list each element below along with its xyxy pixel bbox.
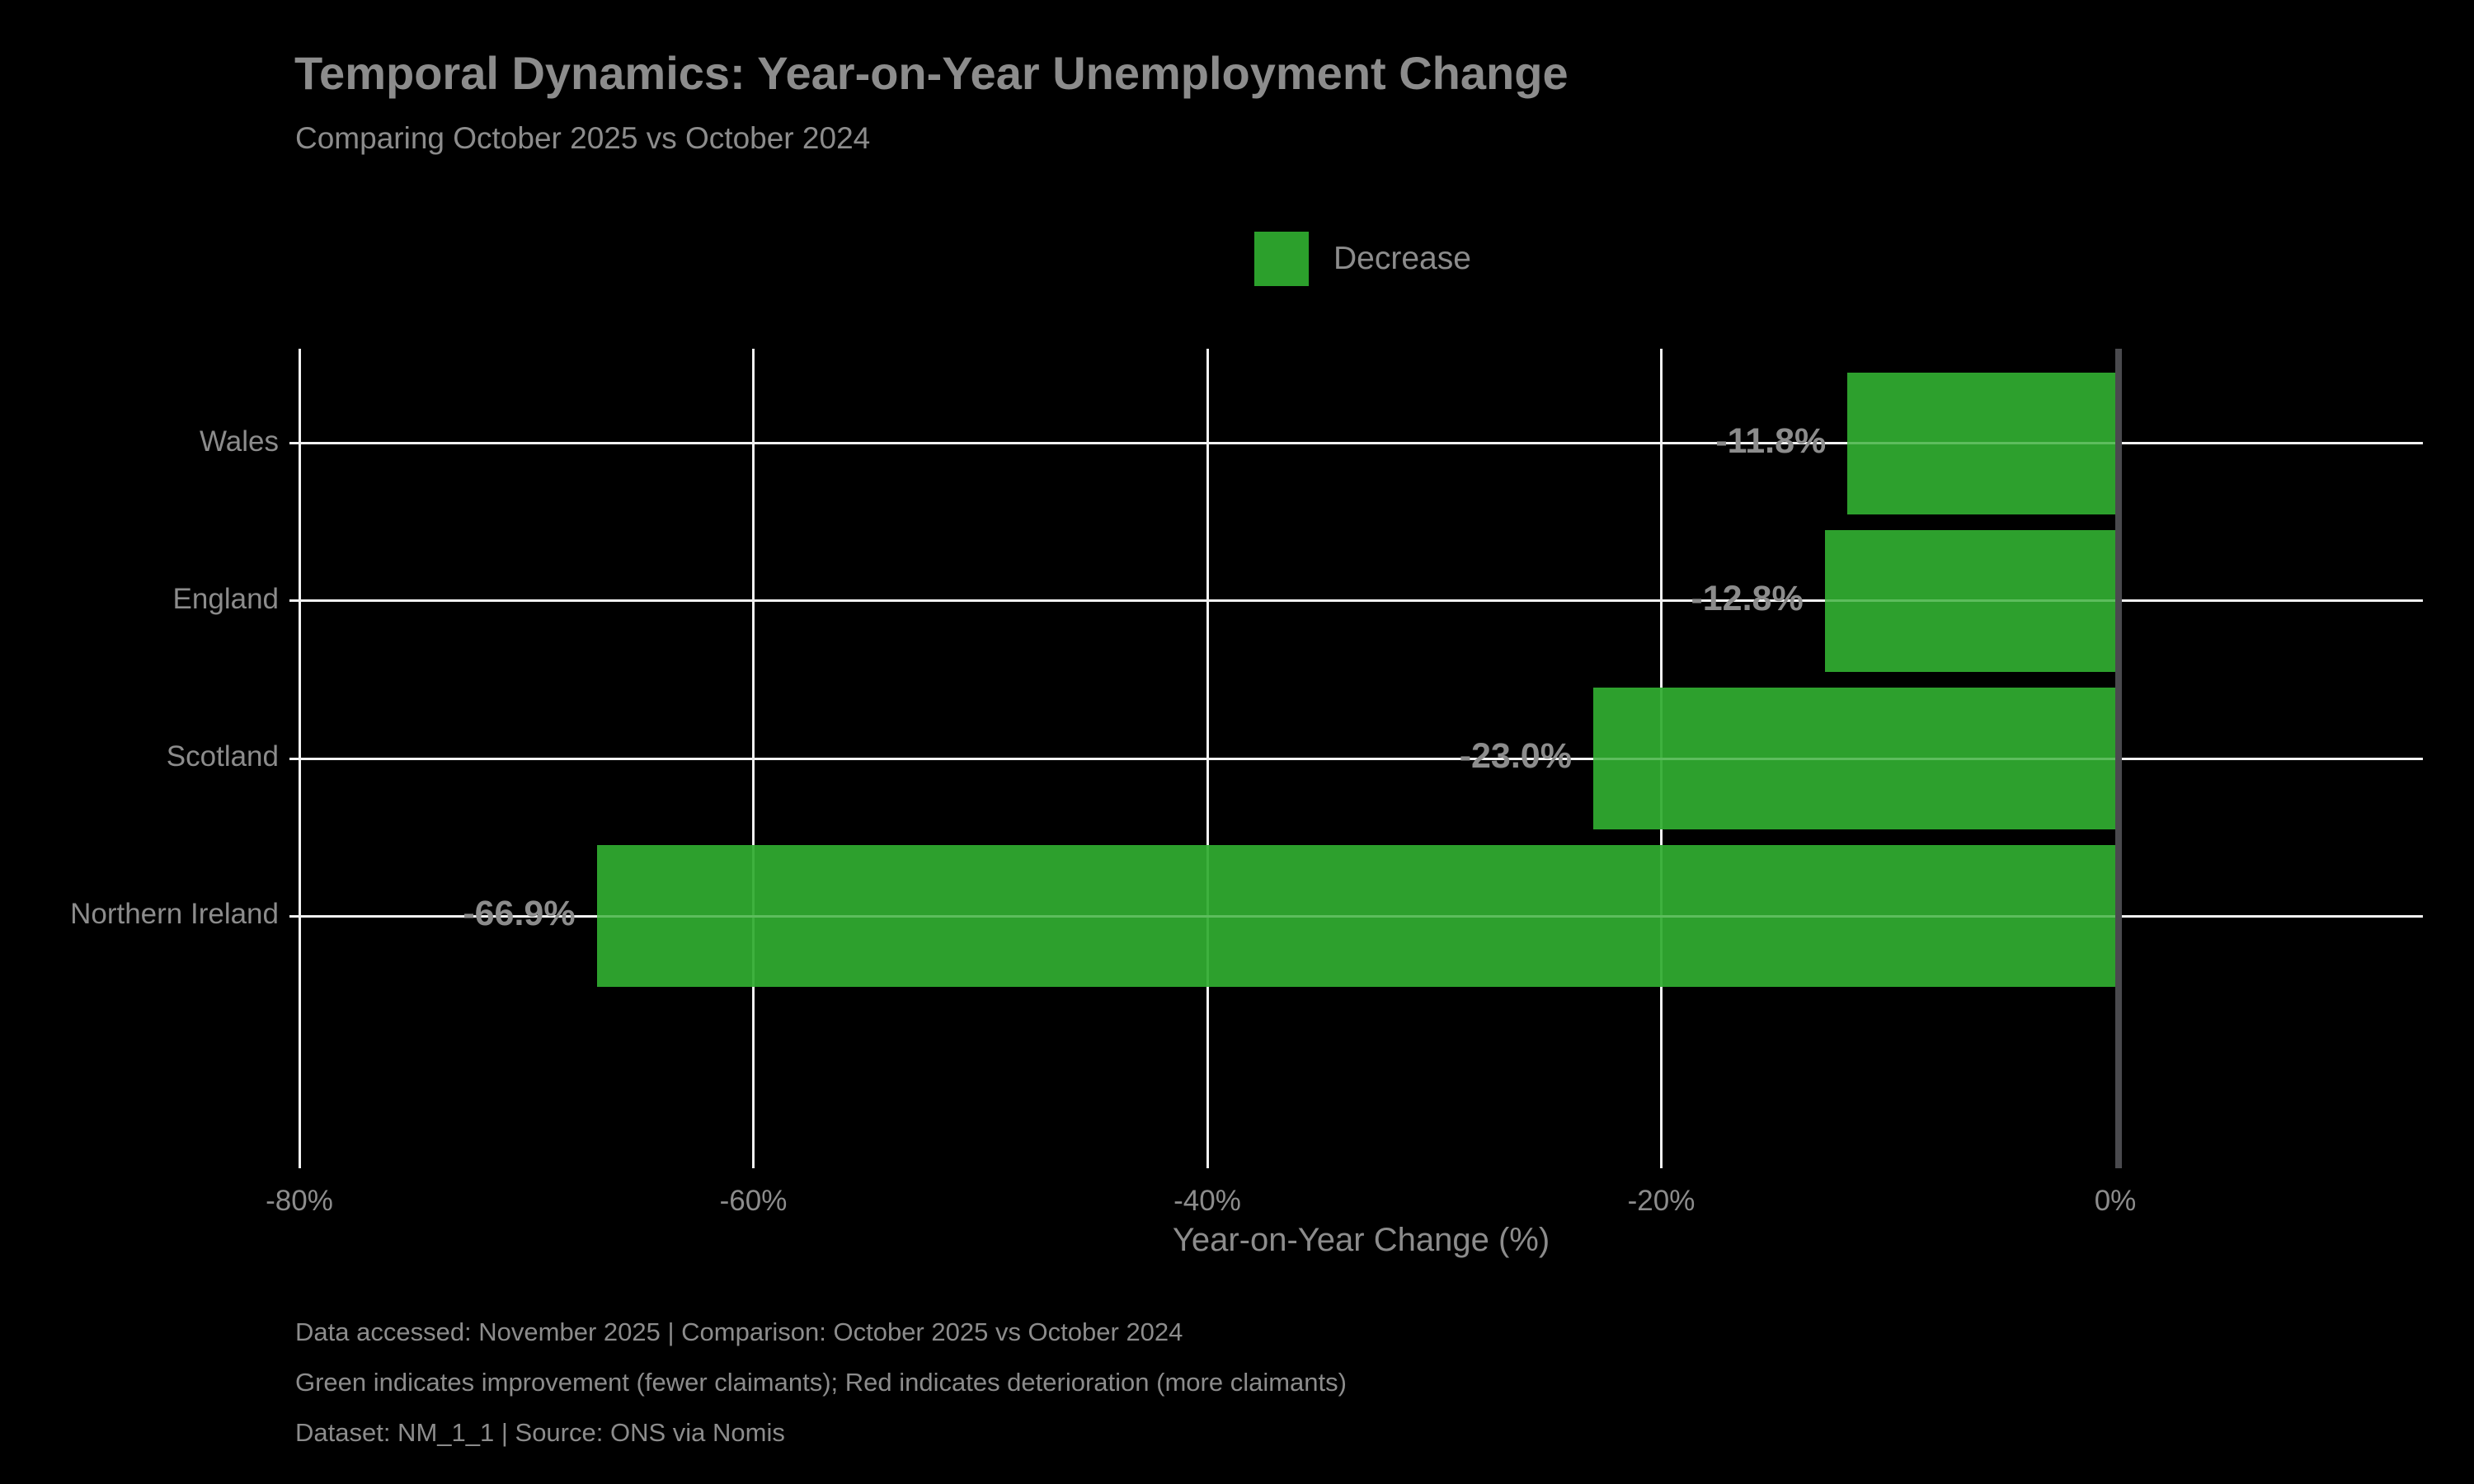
category-label-northern-ireland: Northern Ireland (70, 898, 279, 931)
category-label-scotland: Scotland (166, 740, 279, 773)
category-label-wales: Wales (200, 425, 279, 458)
bar-northern-ireland (596, 845, 2115, 988)
legend-label: Decrease (1333, 241, 1471, 276)
x-axis-label: Year-on-Year Change (%) (1172, 1222, 1550, 1258)
bar-gridline-overlay (1847, 442, 2115, 445)
bar-gridline-overlay (1824, 599, 2115, 603)
bar-value-label: -66.9% (463, 894, 576, 934)
zero-axis-line (2115, 349, 2122, 1168)
legend-swatch-decrease (1254, 232, 1309, 286)
bar-value-label: -12.8% (1691, 578, 1804, 618)
gridline-horizontal (289, 599, 2423, 603)
footer-line: Data accessed: November 2025 | Compariso… (295, 1317, 1183, 1346)
gridline-horizontal (289, 757, 2423, 760)
x-tick-label: 0% (2094, 1185, 2137, 1217)
bar-wales (1847, 372, 2115, 514)
bar-value-label: -23.0% (1459, 736, 1572, 776)
category-label-england: England (172, 582, 279, 615)
footer-line: Dataset: NM_1_1 | Source: ONS via Nomis (295, 1418, 785, 1447)
legend: Decrease (1254, 232, 1471, 286)
bar-scotland (1592, 687, 2115, 829)
footer-line: Green indicates improvement (fewer claim… (295, 1368, 1347, 1397)
gridline-vertical (1206, 349, 1209, 1168)
bar-value-label: -11.8% (1715, 420, 1827, 461)
chart-title: Temporal Dynamics: Year-on-Year Unemploy… (294, 47, 1569, 99)
gridline-vertical (298, 349, 301, 1168)
bar-england (1824, 529, 2115, 672)
chart-subtitle: Comparing October 2025 vs October 2024 (295, 121, 871, 155)
gridline-horizontal (289, 442, 2423, 445)
bar-gridline-overlay (596, 914, 2115, 918)
bar-gridline-overlay (1592, 757, 2115, 760)
x-tick-label: -80% (266, 1185, 333, 1217)
x-tick-label: -40% (1174, 1185, 1241, 1217)
footer: Data accessed: November 2025 | Compariso… (295, 1307, 1347, 1458)
x-tick-label: -60% (719, 1185, 788, 1217)
x-tick-label: -20% (1627, 1185, 1696, 1217)
gridline-vertical (752, 349, 755, 1168)
